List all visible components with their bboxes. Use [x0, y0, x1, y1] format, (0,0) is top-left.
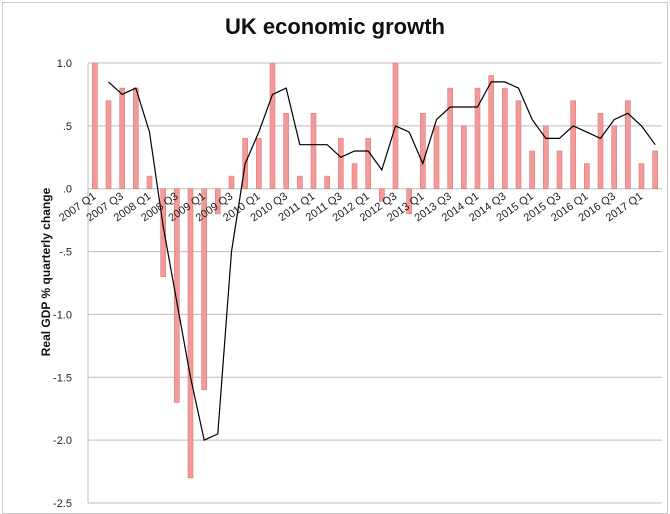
y-tick-label: -1.5 [53, 372, 72, 384]
bar [160, 188, 166, 278]
y-tick-label: .0 [63, 184, 72, 196]
bar [297, 175, 303, 190]
bar [529, 150, 535, 190]
line-series [108, 81, 656, 441]
bar [310, 112, 317, 190]
trend-line [108, 81, 656, 441]
bar [652, 150, 658, 190]
y-tick-label: -2.0 [53, 435, 72, 447]
y-tick-label: 1.0 [57, 58, 72, 70]
bar [420, 112, 426, 190]
bar [201, 188, 207, 391]
y-tick-label: -.5 [59, 247, 72, 259]
chart-title: UK economic growth [224, 14, 445, 39]
bar [269, 62, 276, 190]
bar [119, 87, 125, 190]
bar [502, 87, 508, 190]
bar [556, 150, 563, 190]
bar [584, 163, 590, 190]
bar [461, 125, 467, 190]
bar [447, 87, 453, 190]
bar [543, 125, 549, 190]
bar [256, 138, 262, 190]
bar [570, 100, 576, 190]
y-tick-label: .5 [63, 121, 72, 133]
bar [338, 138, 344, 190]
bar [228, 175, 235, 190]
y-tick-label: -1.0 [53, 309, 72, 321]
bar [488, 75, 494, 190]
bar [283, 112, 289, 190]
bar [433, 125, 440, 190]
bar [146, 175, 153, 190]
bar [597, 112, 604, 190]
bar [92, 62, 98, 190]
bar [625, 100, 631, 190]
bar [474, 87, 481, 190]
bar [133, 87, 139, 190]
bar [365, 138, 371, 190]
grid [87, 62, 662, 504]
bar [351, 163, 358, 190]
bar [174, 188, 180, 403]
bar [406, 188, 412, 215]
bar-series [92, 62, 658, 479]
bar [638, 163, 645, 190]
bar [215, 188, 221, 215]
bar [611, 125, 617, 190]
bar [379, 188, 385, 202]
bar [515, 100, 522, 190]
bar [324, 175, 330, 190]
bar [105, 100, 112, 190]
bar [187, 188, 194, 479]
y-tick-label: -2.5 [53, 498, 72, 510]
y-axis-ticks: 1.0 .5 .0 -.5 -1.0 -1.5 -2.0 -2.5 [53, 58, 72, 510]
